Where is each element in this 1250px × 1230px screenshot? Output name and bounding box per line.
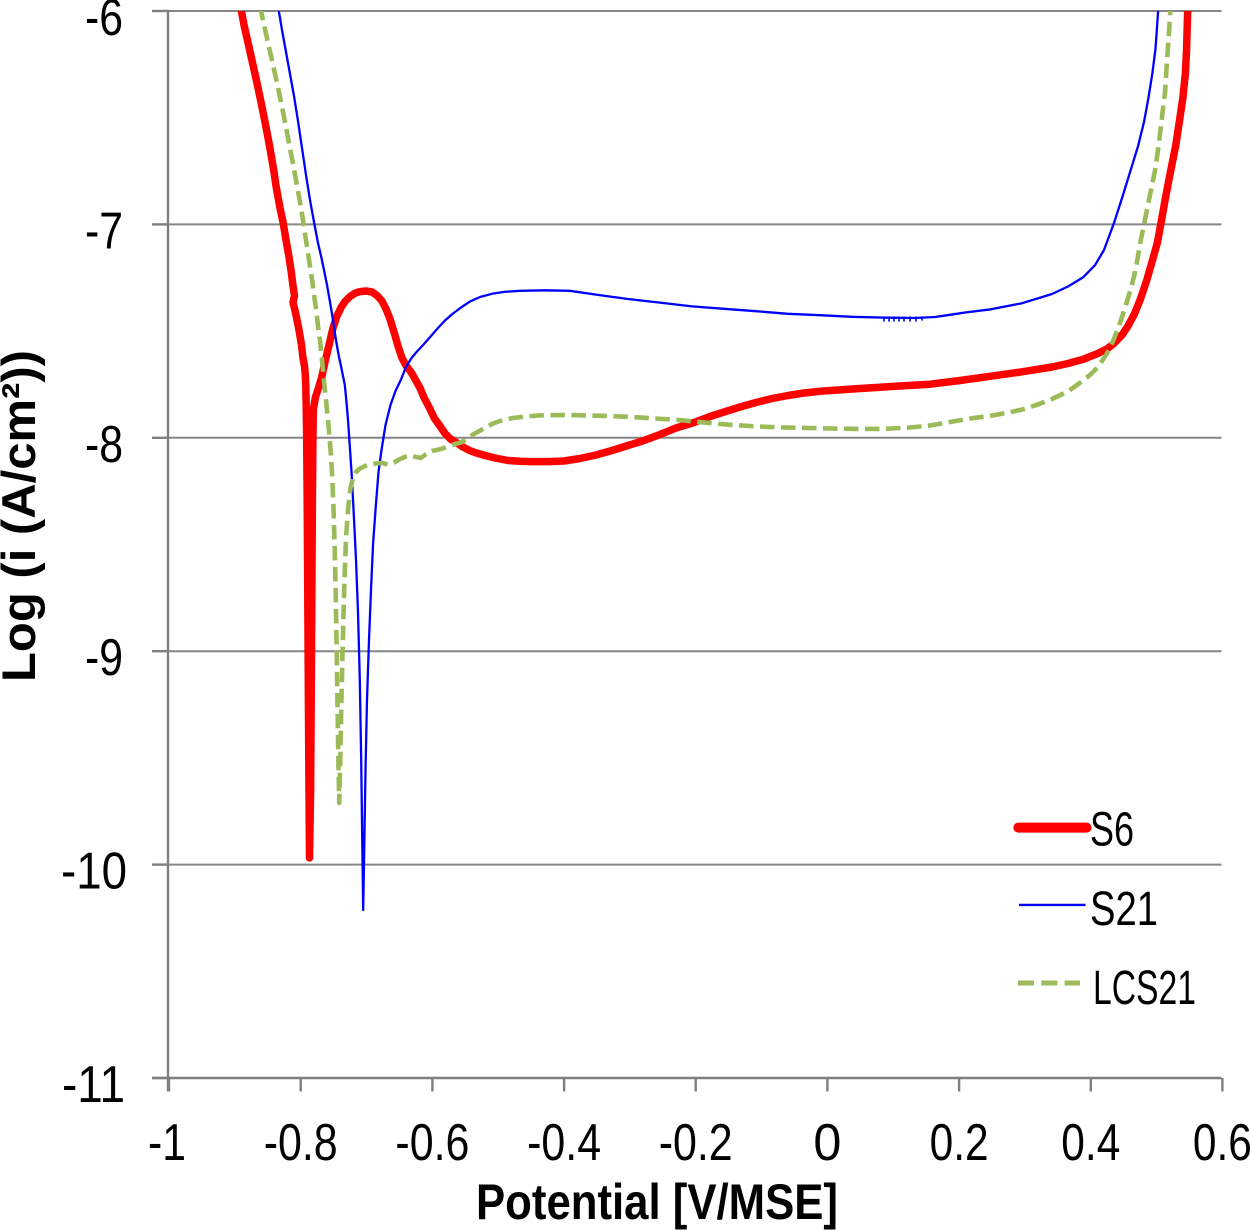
svg-text:-9: -9 — [85, 629, 123, 687]
svg-text:-0.6: -0.6 — [395, 1114, 469, 1172]
svg-text:-8: -8 — [85, 416, 123, 474]
svg-text:-11: -11 — [62, 1056, 125, 1114]
svg-text:-0.8: -0.8 — [264, 1114, 338, 1172]
svg-text:-0.2: -0.2 — [659, 1114, 733, 1172]
svg-text:-10: -10 — [61, 843, 127, 901]
svg-text:S21: S21 — [1090, 883, 1158, 936]
svg-text:0.6: 0.6 — [1193, 1114, 1250, 1172]
svg-text:0.4: 0.4 — [1061, 1114, 1120, 1172]
svg-text:-0.4: -0.4 — [527, 1114, 601, 1172]
svg-text:LCS21: LCS21 — [1093, 962, 1196, 1015]
svg-text:0: 0 — [813, 1114, 841, 1172]
svg-text:0.2: 0.2 — [930, 1114, 989, 1172]
svg-text:S6: S6 — [1090, 804, 1134, 857]
svg-text:-1: -1 — [148, 1114, 186, 1172]
svg-text:-7: -7 — [85, 202, 123, 260]
svg-text:-6: -6 — [85, 0, 123, 47]
svg-text:Log (i (A/cm²)): Log (i (A/cm²)) — [0, 350, 45, 682]
svg-text:Potential [V/MSE]: Potential [V/MSE] — [476, 1174, 838, 1230]
